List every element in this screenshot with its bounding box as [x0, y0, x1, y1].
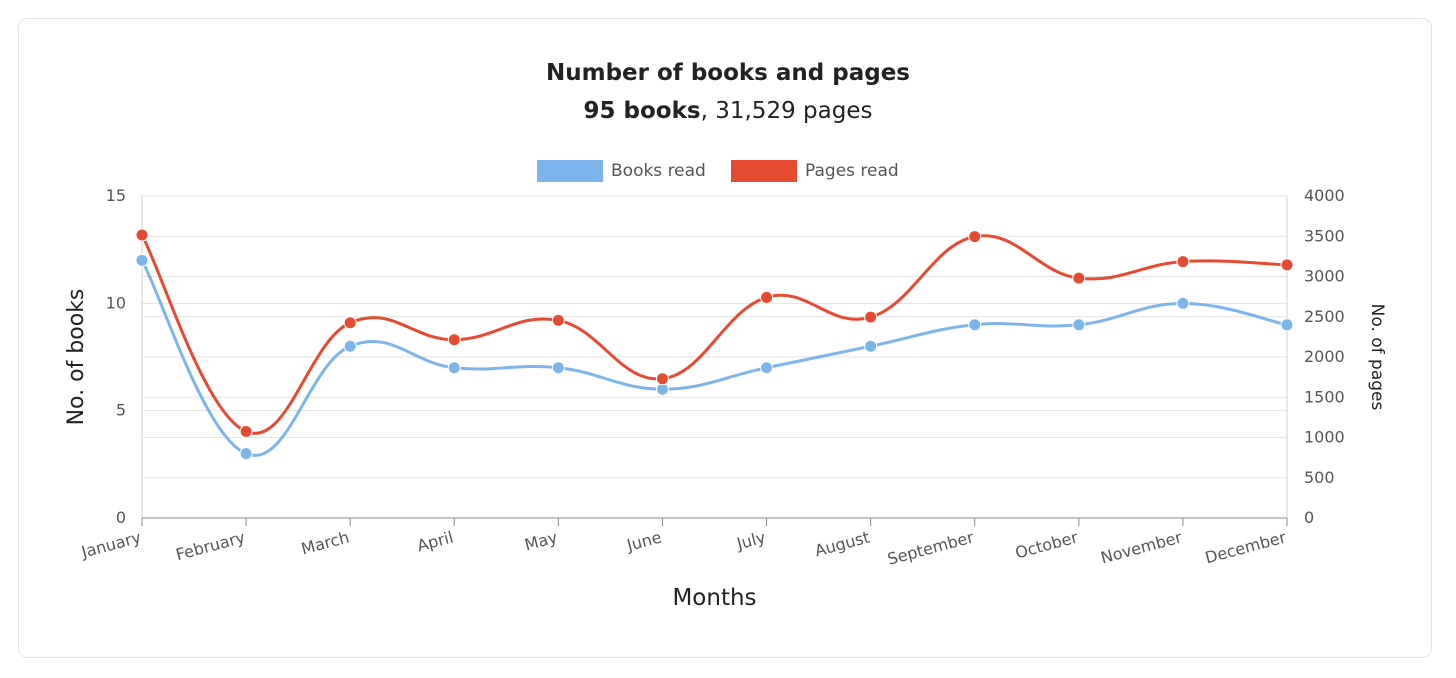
x-tick-label: May — [523, 528, 560, 555]
x-tick-label: December — [1203, 527, 1288, 567]
series-line-pages-read — [140, 234, 1288, 435]
y-tick-label-left: 0 — [116, 508, 126, 527]
data-point-books-read — [343, 339, 357, 353]
pages-total: , 31,529 pages — [700, 98, 873, 124]
x-tick-label: March — [299, 528, 351, 559]
y-tick-label-right: 0 — [1304, 508, 1314, 527]
x-tick-label: February — [174, 528, 247, 565]
data-point-pages-read — [447, 333, 461, 347]
data-point-pages-read — [1072, 271, 1086, 285]
legend-swatch-pages-read — [731, 160, 797, 182]
x-tick-label: September — [885, 527, 976, 568]
x-tick-label: January — [79, 528, 143, 562]
data-point-books-read — [551, 361, 565, 375]
data-point-pages-read — [864, 310, 878, 324]
data-point-books-read — [1072, 318, 1086, 332]
y-axis-title-right: No. of pages — [1367, 304, 1387, 411]
data-point-pages-read — [1280, 258, 1294, 272]
data-point-pages-read — [239, 424, 253, 438]
x-tick-label: June — [624, 528, 664, 556]
data-point-books-read — [239, 447, 253, 461]
y-tick-label-right: 2500 — [1304, 307, 1345, 326]
y-tick-label-right: 3500 — [1304, 226, 1345, 245]
data-point-pages-read — [760, 290, 774, 304]
y-tick-label-right: 2000 — [1304, 347, 1345, 366]
series-line-books-read — [140, 259, 1288, 457]
data-point-pages-read — [551, 313, 565, 327]
x-tick-label: July — [734, 528, 768, 554]
legend-label-pages-read: Pages read — [805, 161, 899, 181]
x-axis-title: Months — [672, 585, 756, 611]
data-point-pages-read — [968, 230, 982, 244]
legend-label-books-read: Books read — [611, 161, 706, 181]
chart-subtitle: 95 books, 31,529 pages — [0, 98, 1456, 124]
y-tick-label-right: 1500 — [1304, 387, 1345, 406]
y-tick-label-left: 5 — [116, 401, 126, 420]
y-tick-label-left: 15 — [106, 186, 126, 205]
data-point-pages-read — [655, 372, 669, 386]
chart-title: Number of books and pages — [546, 60, 910, 86]
data-point-pages-read — [135, 228, 149, 242]
y-tick-label-right: 4000 — [1304, 186, 1345, 205]
data-point-books-read — [135, 253, 149, 267]
x-tick-label: August — [813, 528, 872, 561]
legend-swatch-books-read — [537, 160, 603, 182]
chart-card — [18, 18, 1432, 658]
data-point-pages-read — [343, 316, 357, 330]
data-point-books-read — [760, 361, 774, 375]
data-point-books-read — [447, 361, 461, 375]
y-axis-title-left: No. of books — [64, 289, 89, 426]
data-point-books-read — [1176, 296, 1190, 310]
books-total: 95 books — [583, 98, 701, 124]
y-tick-label-right: 500 — [1304, 468, 1335, 487]
data-point-pages-read — [1176, 255, 1190, 269]
data-point-books-read — [968, 318, 982, 332]
y-tick-label-left: 10 — [106, 293, 126, 312]
data-point-books-read — [864, 339, 878, 353]
x-tick-label: April — [415, 528, 455, 556]
x-tick-label: November — [1099, 527, 1185, 567]
x-tick-label: October — [1013, 527, 1080, 562]
y-tick-label-right: 1000 — [1304, 428, 1345, 447]
data-point-books-read — [1280, 318, 1294, 332]
y-tick-label-right: 3000 — [1304, 267, 1345, 286]
